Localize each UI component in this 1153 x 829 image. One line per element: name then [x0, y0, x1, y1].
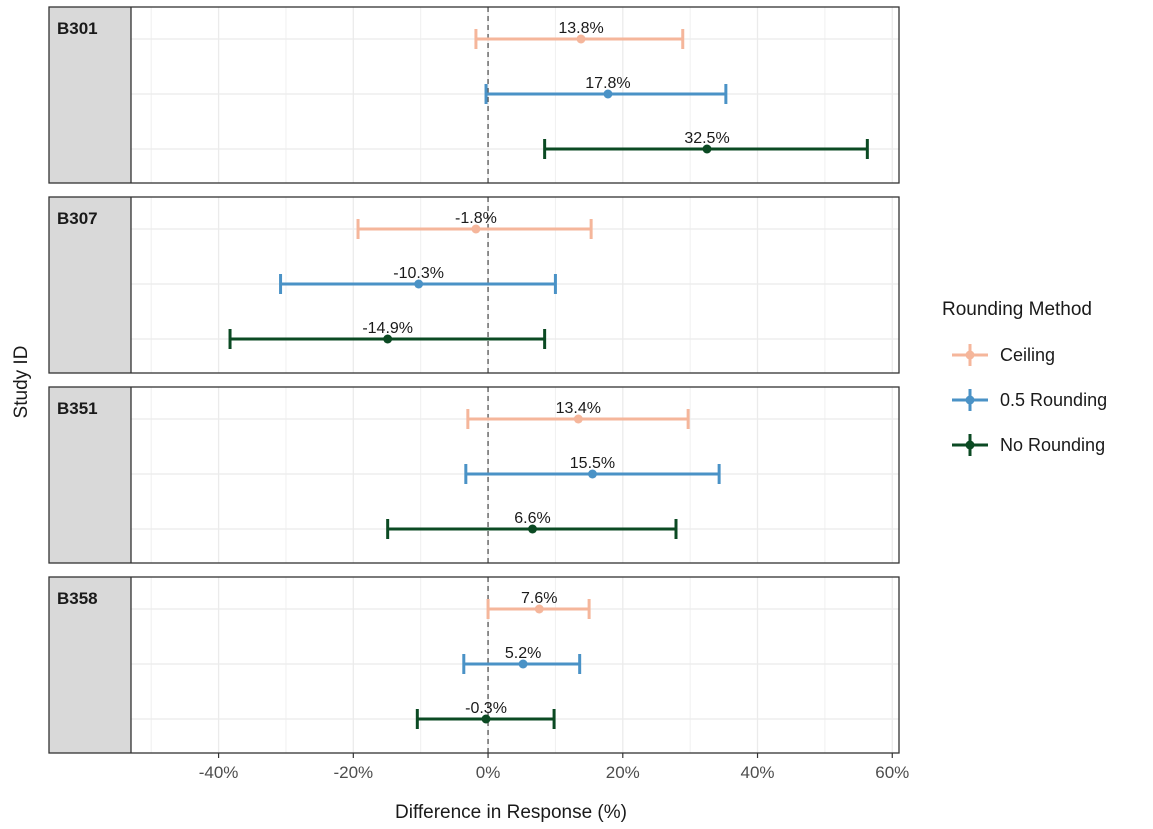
estimate-label: -10.3% — [393, 265, 444, 282]
point-estimate — [414, 279, 424, 289]
row-no-rounding: 32.5% — [543, 130, 869, 159]
point-estimate — [471, 224, 481, 234]
panel-b351: B351 13.4% 15.5% 6.6% — [48, 386, 900, 564]
point-estimate — [573, 414, 583, 424]
estimate-label: 5.2% — [505, 645, 541, 662]
estimate-label: 32.5% — [684, 130, 729, 147]
legend-label: Ceiling — [1000, 345, 1055, 365]
x-tick-label: 0% — [476, 763, 501, 782]
row-0-5-rounding: 15.5% — [464, 455, 721, 484]
row-0-5-rounding: -10.3% — [279, 265, 557, 294]
panel-b307: B307 -1.8% -10.3% -14.9% — [48, 196, 900, 374]
panel-border — [48, 196, 900, 374]
estimate-label: 15.5% — [570, 455, 615, 472]
legend-label: 0.5 Rounding — [1000, 390, 1107, 410]
strip-background — [49, 7, 131, 183]
x-tick-label: -20% — [333, 763, 373, 782]
legend-item-0-5-rounding: 0.5 Rounding — [952, 389, 1107, 411]
point-estimate — [534, 604, 544, 614]
row-no-rounding: -0.3% — [415, 700, 556, 729]
estimate-label: 6.6% — [514, 510, 550, 527]
point-estimate — [702, 144, 712, 154]
x-tick-label: 60% — [875, 763, 909, 782]
strip-label: B307 — [57, 209, 98, 228]
estimate-label: -1.8% — [455, 210, 497, 227]
panels-layer: B301 13.8% 17.8% 32.5% B307 -1.8% -10.3% -14.9%… — [48, 6, 900, 754]
point-estimate — [481, 714, 491, 724]
row-0-5-rounding: 17.8% — [484, 75, 728, 104]
y-axis-title: Study ID — [11, 346, 32, 419]
estimate-label: 7.6% — [521, 590, 557, 607]
legend-item-ceiling: Ceiling — [952, 344, 1055, 366]
row-no-rounding: 6.6% — [386, 510, 678, 539]
strip-label: B351 — [57, 399, 98, 418]
panel-b301: B301 13.8% 17.8% 32.5% — [48, 6, 900, 184]
estimate-label: 17.8% — [585, 75, 630, 92]
estimate-label: 13.4% — [556, 400, 601, 417]
point-estimate — [518, 659, 528, 669]
x-axis: -40% -20% 0% 20% 40% 60% — [199, 753, 909, 782]
strip-background — [49, 577, 131, 753]
legend-key-point — [965, 395, 975, 405]
x-tick-label: 20% — [606, 763, 640, 782]
point-estimate — [383, 334, 393, 344]
point-estimate — [576, 34, 586, 44]
legend-key-point — [965, 350, 975, 360]
row-no-rounding: -14.9% — [228, 320, 547, 349]
estimate-label: -14.9% — [362, 320, 413, 337]
strip-label: B358 — [57, 589, 98, 608]
legend-key-point — [965, 440, 975, 450]
estimate-label: -0.3% — [465, 700, 507, 717]
row-ceiling: 13.4% — [466, 400, 690, 429]
legend-label: No Rounding — [1000, 435, 1105, 455]
estimate-label: 13.8% — [558, 20, 603, 37]
strip-background — [49, 197, 131, 373]
panel-border — [48, 6, 900, 184]
legend: Rounding Method Ceiling 0.5 Rounding No Ro… — [942, 299, 1107, 456]
strip-background — [49, 387, 131, 563]
point-estimate — [603, 89, 613, 99]
x-tick-label: -40% — [199, 763, 239, 782]
x-tick-label: 40% — [741, 763, 775, 782]
panel-b358: B358 7.6% 5.2% -0.3% — [48, 576, 900, 754]
point-estimate — [528, 524, 538, 534]
row-ceiling: 13.8% — [474, 20, 685, 49]
legend-title: Rounding Method — [942, 299, 1092, 320]
panel-border — [48, 576, 900, 754]
legend-item-no-rounding: No Rounding — [952, 434, 1105, 456]
row-ceiling: -1.8% — [356, 210, 593, 239]
row-ceiling: 7.6% — [486, 590, 591, 619]
strip-label: B301 — [57, 19, 98, 38]
x-axis-title: Difference in Response (%) — [395, 802, 627, 823]
point-estimate — [587, 469, 597, 479]
row-0-5-rounding: 5.2% — [462, 645, 582, 674]
panel-border — [48, 386, 900, 564]
